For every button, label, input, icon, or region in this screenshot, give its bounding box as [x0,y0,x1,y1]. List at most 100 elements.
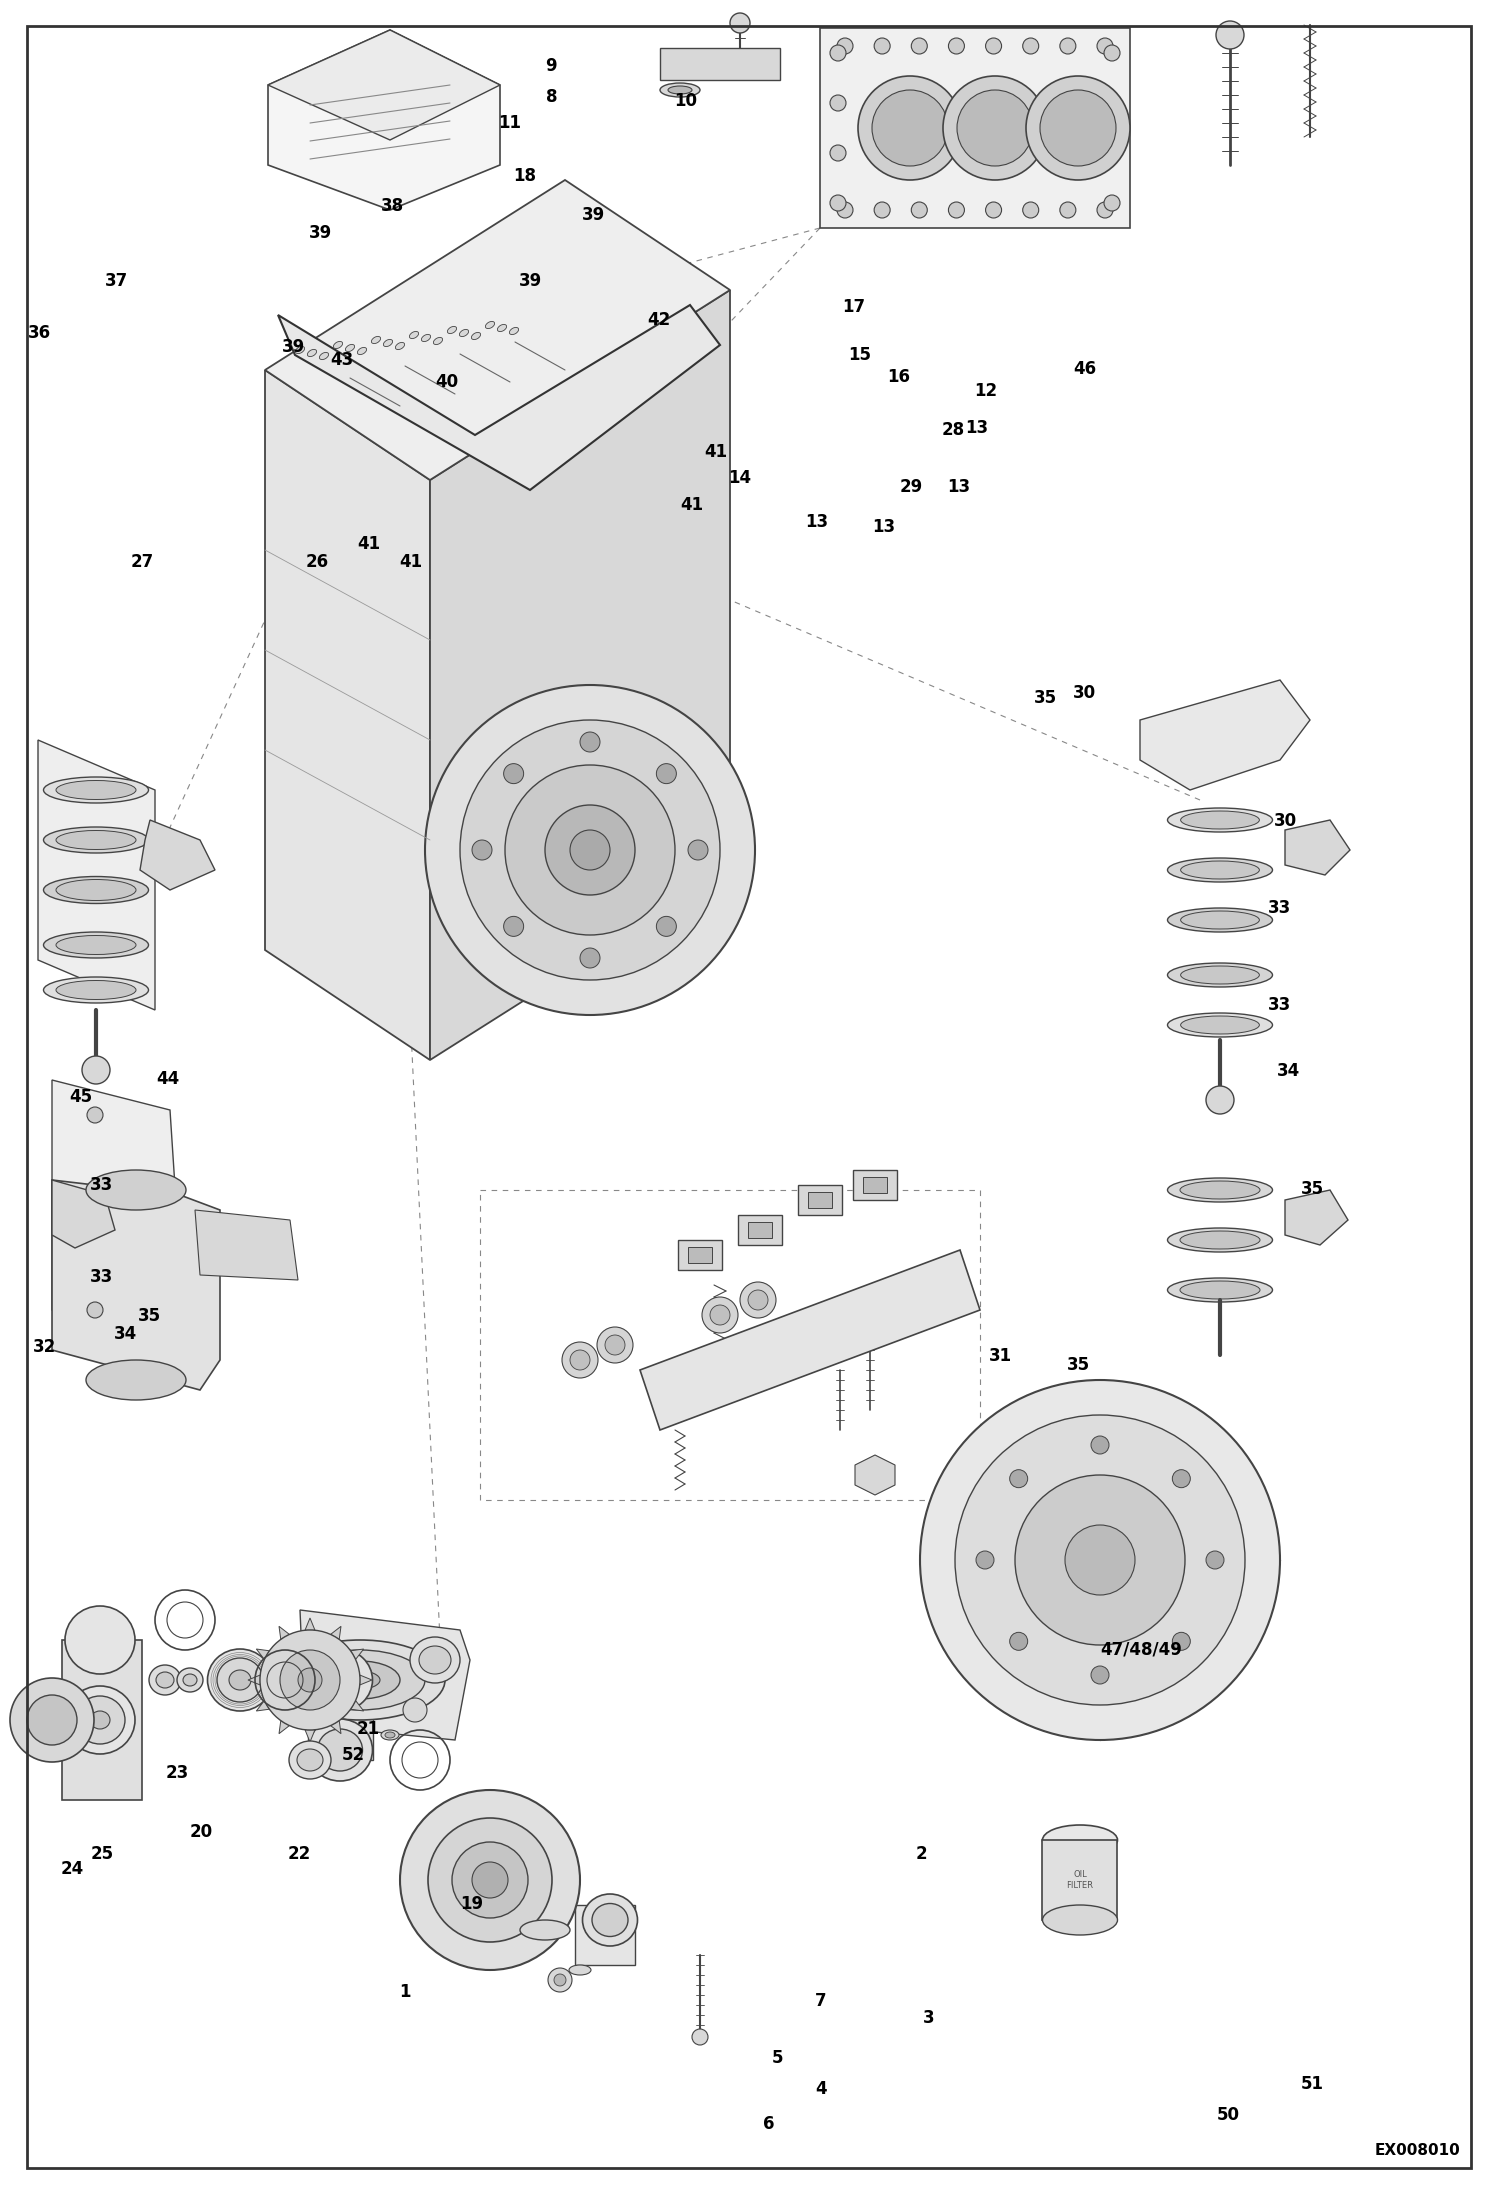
Circle shape [911,202,927,217]
Text: 15: 15 [848,347,872,364]
Ellipse shape [295,347,304,353]
Bar [309,1681,373,1760]
Ellipse shape [1167,858,1272,882]
Ellipse shape [460,329,469,336]
Ellipse shape [448,327,457,333]
Text: 42: 42 [647,312,671,329]
Ellipse shape [55,832,136,849]
Ellipse shape [409,331,418,338]
Circle shape [298,1667,322,1692]
Circle shape [1010,1632,1028,1650]
Text: 19: 19 [460,1896,484,1913]
Circle shape [1104,94,1121,112]
Text: EX008010: EX008010 [1374,2144,1461,2159]
Circle shape [1061,37,1076,55]
Circle shape [1104,145,1121,160]
Text: 9: 9 [545,57,557,75]
Text: 35: 35 [1067,1356,1091,1373]
Polygon shape [306,1617,315,1630]
Text: 10: 10 [674,92,698,110]
Polygon shape [1140,680,1309,790]
Circle shape [948,202,965,217]
Polygon shape [37,739,154,1009]
Ellipse shape [85,1360,186,1400]
Text: 18: 18 [512,167,536,184]
Ellipse shape [1180,1180,1260,1198]
Circle shape [452,1843,527,1918]
Polygon shape [256,1700,270,1711]
Ellipse shape [385,1731,395,1738]
Text: 13: 13 [804,513,828,531]
Text: 34: 34 [114,1325,138,1343]
Circle shape [656,764,677,783]
Ellipse shape [1180,911,1260,928]
Ellipse shape [569,1966,592,1975]
Text: 50: 50 [1216,2106,1240,2124]
Circle shape [688,840,709,860]
Circle shape [703,1297,739,1334]
Ellipse shape [1167,1277,1272,1301]
Text: 39: 39 [581,206,605,224]
Ellipse shape [307,1720,373,1782]
Ellipse shape [1180,1281,1260,1299]
Polygon shape [195,1211,298,1279]
Circle shape [580,948,601,968]
Text: 46: 46 [1073,360,1097,377]
Ellipse shape [419,1646,451,1674]
Bar [661,48,780,79]
Ellipse shape [1180,1016,1260,1033]
Polygon shape [1285,821,1350,875]
Text: 4: 4 [815,2080,827,2097]
Circle shape [1097,202,1113,217]
Polygon shape [52,1180,115,1248]
Text: 5: 5 [771,2049,783,2067]
Text: 24: 24 [60,1861,84,1878]
Ellipse shape [318,1729,363,1771]
Text: 33: 33 [90,1268,114,1286]
Circle shape [986,202,1002,217]
Circle shape [472,840,491,860]
Polygon shape [279,305,721,489]
Circle shape [944,77,1047,180]
Polygon shape [855,1455,894,1494]
Ellipse shape [395,342,404,349]
Polygon shape [52,1180,220,1391]
Bar [807,1191,831,1209]
Ellipse shape [583,1893,638,1946]
Text: 39: 39 [309,224,333,241]
Ellipse shape [90,1711,109,1729]
Ellipse shape [183,1674,198,1685]
Circle shape [858,77,962,180]
Polygon shape [268,31,500,140]
Text: 52: 52 [342,1746,366,1764]
Text: 11: 11 [497,114,521,132]
Text: OIL
FILTER: OIL FILTER [1067,1869,1094,1889]
Circle shape [830,145,846,160]
Text: 16: 16 [887,369,911,386]
Text: 30: 30 [1073,685,1097,702]
Ellipse shape [177,1667,204,1692]
Circle shape [830,195,846,211]
Circle shape [830,94,846,112]
Circle shape [571,829,610,871]
Bar [748,1222,771,1237]
Circle shape [1206,1551,1224,1569]
Text: 13: 13 [947,478,971,496]
Circle shape [1091,1437,1109,1455]
Text: 45: 45 [69,1088,93,1106]
Text: 31: 31 [989,1347,1013,1365]
Text: 32: 32 [33,1338,57,1356]
Ellipse shape [297,1749,324,1771]
Text: 23: 23 [165,1764,189,1782]
Circle shape [1023,37,1038,55]
Circle shape [503,917,524,937]
Text: 26: 26 [306,553,330,570]
Text: 35: 35 [1300,1180,1324,1198]
Circle shape [598,1327,634,1362]
Ellipse shape [321,1661,400,1698]
Circle shape [710,1305,730,1325]
Bar [739,1215,782,1244]
Ellipse shape [497,325,506,331]
Text: 34: 34 [1276,1062,1300,1079]
Circle shape [425,685,755,1016]
